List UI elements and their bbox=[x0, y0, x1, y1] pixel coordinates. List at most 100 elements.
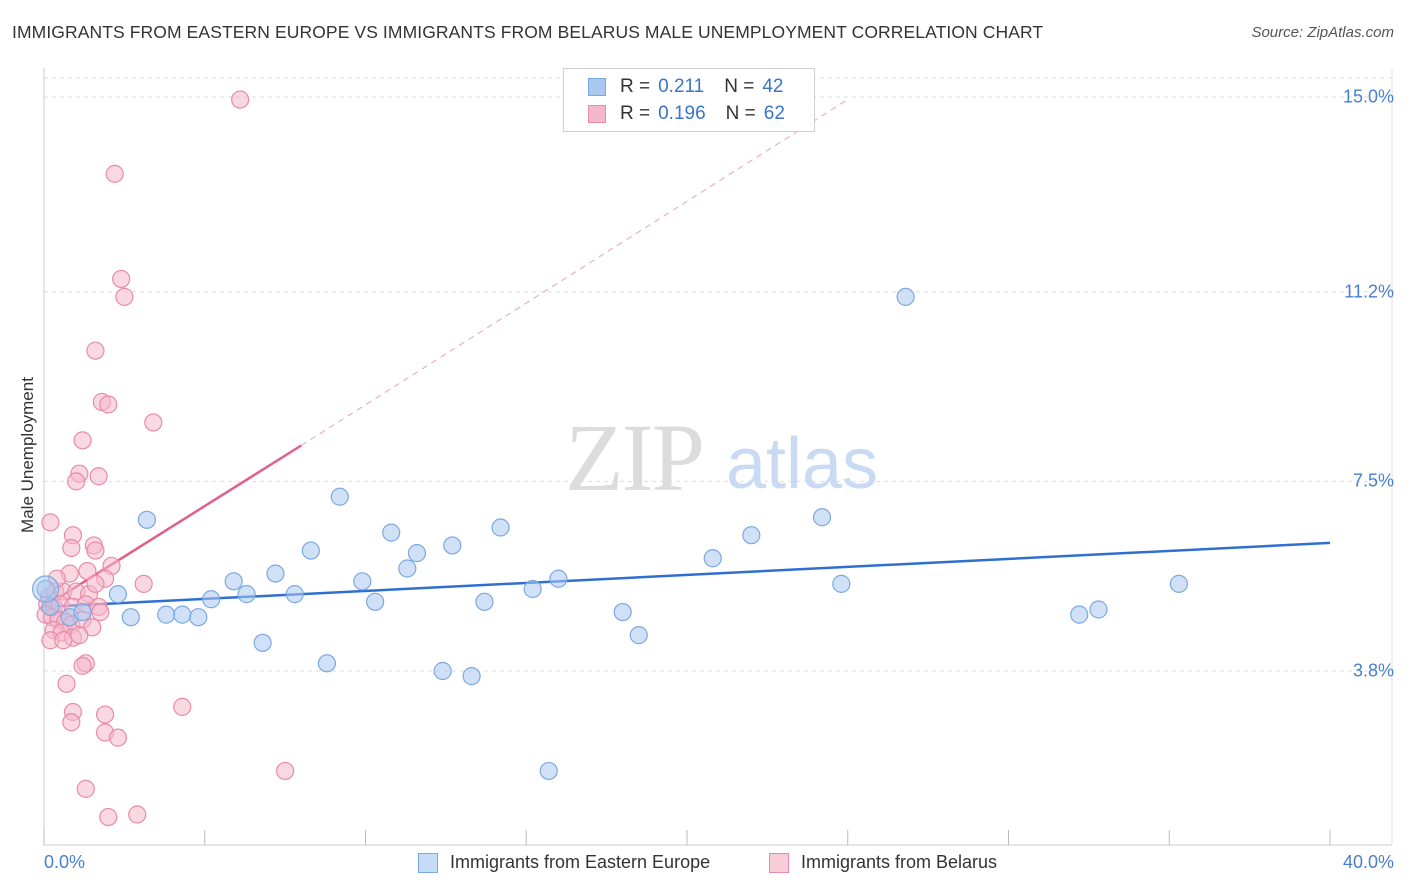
legend-swatch-blue bbox=[588, 78, 606, 96]
axes bbox=[43, 68, 1392, 846]
point-eastern-europe-cluster bbox=[32, 575, 60, 603]
legend-r-label: R = bbox=[620, 103, 651, 124]
point-eastern-europe bbox=[1169, 574, 1188, 593]
legend-n-value: 62 bbox=[763, 103, 785, 124]
legend-r-label: R = bbox=[620, 76, 651, 97]
legend-row-eastern-europe: R = 0.211 N = 42 bbox=[588, 74, 784, 100]
point-eastern-europe bbox=[189, 608, 208, 627]
source-credit: Source: ZipAtlas.com bbox=[1251, 24, 1394, 41]
point-eastern-europe bbox=[613, 602, 632, 622]
legend-r-value: 0.211 bbox=[658, 76, 705, 97]
point-eastern-europe bbox=[1070, 605, 1089, 624]
point-eastern-europe bbox=[301, 541, 320, 560]
point-belarus bbox=[73, 431, 92, 450]
point-eastern-europe bbox=[253, 633, 272, 652]
trend-lines bbox=[43, 99, 1331, 609]
bottom-legend-belarus: Immigrants from Belarus bbox=[769, 852, 997, 873]
point-belarus bbox=[144, 413, 163, 432]
x-tick-max: 40.0% bbox=[1342, 852, 1394, 872]
point-eastern-europe bbox=[407, 544, 427, 563]
point-belarus bbox=[173, 697, 192, 716]
point-belarus bbox=[115, 287, 134, 306]
bottom-legend-swatch-blue bbox=[418, 852, 438, 873]
point-belarus bbox=[76, 779, 95, 798]
legend-n-label: N = bbox=[725, 103, 756, 124]
data-points bbox=[32, 90, 1188, 827]
point-belarus bbox=[231, 90, 250, 109]
point-belarus bbox=[86, 541, 105, 560]
watermark-zip: ZIP bbox=[565, 404, 703, 511]
point-belarus bbox=[99, 807, 118, 827]
point-eastern-europe bbox=[237, 585, 256, 604]
point-eastern-europe bbox=[285, 585, 304, 604]
watermark-atlas: atlas bbox=[726, 424, 878, 504]
point-belarus bbox=[41, 513, 60, 532]
point-belarus bbox=[105, 164, 124, 183]
bottom-legend-swatch-pink bbox=[769, 852, 789, 873]
point-eastern-europe bbox=[137, 510, 156, 529]
point-eastern-europe bbox=[1089, 600, 1108, 619]
legend-row-belarus: R = 0.196 N = 62 bbox=[588, 101, 785, 127]
point-eastern-europe bbox=[629, 626, 648, 645]
point-eastern-europe bbox=[382, 523, 401, 542]
legend-swatch-pink bbox=[588, 105, 606, 123]
point-belarus bbox=[128, 805, 147, 824]
point-belarus bbox=[108, 728, 128, 747]
bottom-legend-eastern-europe: Immigrants from Eastern Europe bbox=[418, 852, 710, 873]
chart-title: IMMIGRANTS FROM EASTERN EUROPE VS IMMIGR… bbox=[12, 22, 1044, 42]
legend-r-value: 0.196 bbox=[658, 103, 706, 124]
point-eastern-europe bbox=[812, 508, 832, 527]
point-eastern-europe bbox=[832, 574, 851, 593]
point-eastern-europe bbox=[353, 572, 372, 591]
y-tick-label: 15.0% bbox=[1342, 86, 1394, 107]
point-eastern-europe bbox=[73, 602, 92, 622]
y-tick-label: 7.5% bbox=[1352, 470, 1394, 491]
y-tick-label: 3.8% bbox=[1352, 660, 1394, 681]
point-belarus bbox=[86, 574, 105, 593]
point-eastern-europe bbox=[549, 569, 568, 588]
point-belarus bbox=[62, 713, 81, 732]
point-eastern-europe bbox=[443, 536, 462, 555]
point-eastern-europe bbox=[896, 287, 915, 306]
point-belarus bbox=[73, 656, 92, 675]
point-eastern-europe bbox=[266, 564, 285, 583]
legend-n-value: 42 bbox=[762, 76, 784, 97]
point-eastern-europe bbox=[224, 572, 243, 591]
point-eastern-europe bbox=[173, 605, 192, 624]
point-belarus bbox=[70, 626, 89, 645]
point-eastern-europe bbox=[202, 590, 221, 609]
point-eastern-europe bbox=[462, 667, 481, 686]
point-eastern-europe bbox=[539, 761, 558, 781]
point-belarus bbox=[99, 395, 118, 414]
point-eastern-europe bbox=[330, 487, 349, 506]
point-eastern-europe bbox=[157, 605, 176, 624]
point-eastern-europe bbox=[108, 585, 128, 604]
point-eastern-europe bbox=[523, 579, 542, 599]
point-belarus bbox=[89, 467, 108, 486]
point-belarus bbox=[95, 705, 115, 724]
bottom-legend-label-belarus: Immigrants from Belarus bbox=[801, 852, 998, 872]
point-eastern-europe bbox=[317, 654, 337, 673]
point-belarus bbox=[78, 561, 97, 581]
point-eastern-europe bbox=[475, 592, 494, 611]
point-eastern-europe bbox=[433, 661, 452, 681]
point-belarus bbox=[91, 602, 110, 622]
bottom-legend-label-eastern-europe: Immigrants from Eastern Europe bbox=[450, 852, 711, 872]
point-belarus bbox=[62, 538, 81, 558]
point-belarus bbox=[57, 674, 76, 693]
point-eastern-europe bbox=[121, 608, 140, 627]
trend-line-eastern-europe bbox=[43, 541, 1331, 609]
point-belarus bbox=[134, 574, 153, 593]
point-belarus bbox=[86, 341, 105, 360]
y-tick-label: 11.2% bbox=[1344, 281, 1394, 302]
x-tick-min: 0.0% bbox=[44, 852, 86, 872]
point-eastern-europe bbox=[742, 526, 761, 545]
point-eastern-europe bbox=[491, 518, 510, 537]
point-belarus bbox=[276, 761, 295, 781]
point-belarus bbox=[112, 269, 131, 289]
legend-n-label: N = bbox=[724, 76, 755, 97]
stats-legend: R = 0.211 N = 42 R = 0.196 N = 62 bbox=[563, 68, 815, 132]
point-belarus bbox=[54, 631, 73, 650]
point-belarus bbox=[67, 472, 86, 491]
